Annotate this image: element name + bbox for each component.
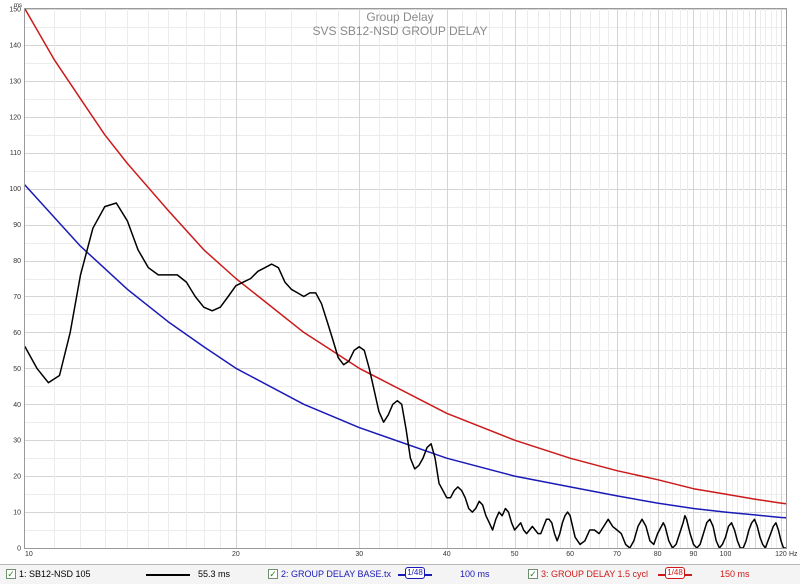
y-tick-label: 60 xyxy=(13,330,21,337)
legend-value-2: 100 ms xyxy=(460,569,490,579)
y-tick-label: 80 xyxy=(13,258,21,265)
y-tick-label: 20 xyxy=(13,474,21,481)
y-tick-label: 40 xyxy=(13,402,21,409)
legend-value-1: 55.3 ms xyxy=(198,569,231,579)
legend-bar: ✓ 1: SB12-NSD 105 55.3 ms ✓ 2: GROUP DEL… xyxy=(0,564,800,584)
x-tick-label: 10 xyxy=(25,551,33,558)
y-tick-label: 100 xyxy=(9,186,21,193)
legend-checkbox-1[interactable]: ✓ xyxy=(6,569,16,579)
y-tick-label: 110 xyxy=(10,150,21,157)
x-tick-label: 70 xyxy=(613,551,621,558)
y-tick-label: 70 xyxy=(13,294,21,301)
series-line-3 xyxy=(24,8,787,505)
x-tick-label: 20 xyxy=(232,551,240,558)
x-tick-label: 50 xyxy=(511,551,519,558)
x-tick-label: 60 xyxy=(566,551,574,558)
tick-labels: 0 10 20 30 40 50 60 70 80 90 100 110 120 130 140 150 10 2… xyxy=(9,7,787,559)
series-line-2 xyxy=(24,184,787,519)
chart-subtitle: SVS SB12-NSD GROUP DELAY xyxy=(313,24,488,38)
y-tick-label: 0 xyxy=(17,546,21,553)
plot-frame xyxy=(24,8,787,549)
grid xyxy=(25,9,786,549)
chart: 0 10 20 30 40 50 60 70 80 90 100 110 120 130 140 150 10 2… xyxy=(0,0,800,564)
legend-label-1: 1: SB12-NSD 105 xyxy=(19,569,91,579)
x-axis-unit: Hz xyxy=(789,551,798,558)
x-tick-label: 80 xyxy=(654,551,662,558)
legend-swatch-1 xyxy=(146,574,190,576)
y-axis-unit: ms xyxy=(14,3,22,9)
y-tick-label: 130 xyxy=(9,78,21,85)
x-tick-label: 40 xyxy=(443,551,451,558)
y-tick-label: 90 xyxy=(13,222,21,229)
legend-smoothing-badge-3[interactable]: 1/48 xyxy=(665,567,685,579)
y-tick-label: 30 xyxy=(13,438,21,445)
x-tick-label: 30 xyxy=(355,551,363,558)
y-tick-label: 50 xyxy=(13,366,21,373)
x-tick-label: 120 xyxy=(775,551,787,558)
series-lines xyxy=(24,8,787,549)
y-tick-label: 120 xyxy=(9,114,21,121)
legend-label-3: 3: GROUP DELAY 1.5 cycl xyxy=(541,569,649,579)
plot-background xyxy=(0,0,800,564)
legend-value-3: 150 ms xyxy=(720,569,750,579)
x-tick-label: 100 xyxy=(720,551,732,558)
legend-smoothing-badge-2[interactable]: 1/48 xyxy=(405,567,425,579)
legend-label-2: 2: GROUP DELAY BASE.tx xyxy=(281,569,392,579)
series-line-1 xyxy=(24,202,787,549)
y-tick-label: 10 xyxy=(13,510,21,517)
x-tick-label: 90 xyxy=(690,551,698,558)
chart-title: Group Delay xyxy=(366,10,433,24)
y-tick-label: 140 xyxy=(9,42,21,49)
legend-checkbox-3[interactable]: ✓ xyxy=(528,569,538,579)
legend-checkbox-2[interactable]: ✓ xyxy=(268,569,278,579)
y-tick-label: 150 xyxy=(9,7,21,14)
